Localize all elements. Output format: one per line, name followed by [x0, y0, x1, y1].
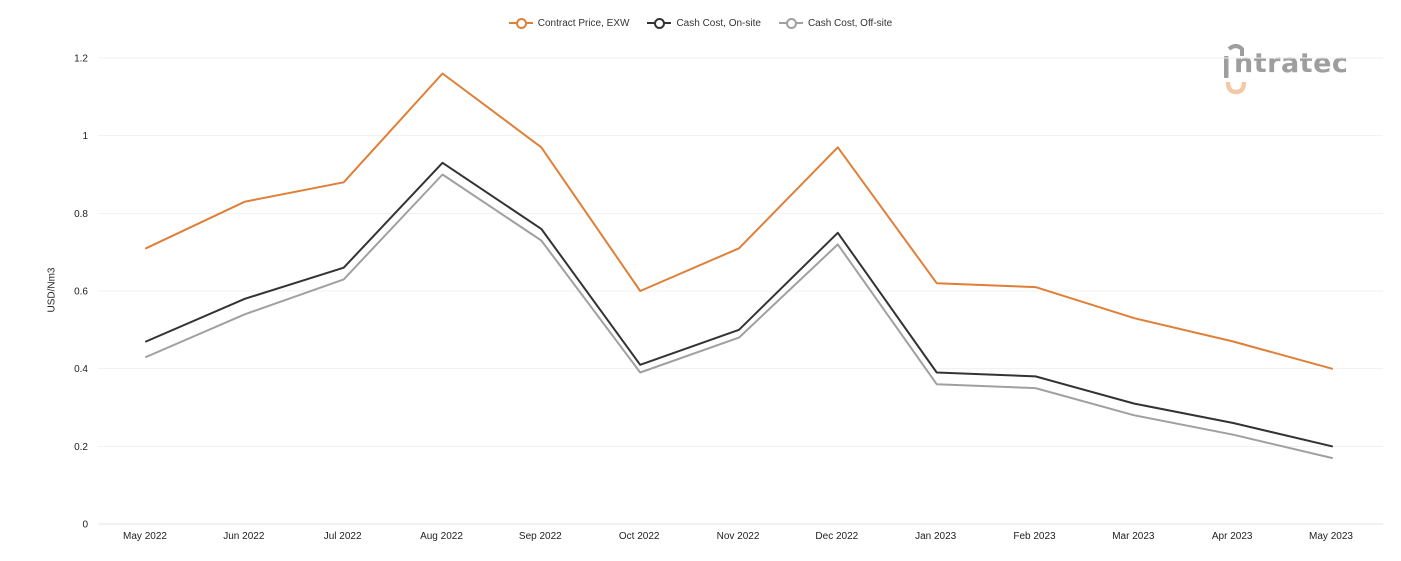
x-axis-ticks: May 2022 Jun 2022 Jul 2022 Aug 2022 Sep 2022… [123, 531, 1353, 542]
legend-swatch-cash-cost-off-site [778, 17, 803, 29]
y-tick-label: 0.4 [74, 364, 88, 375]
legend-swatch-cash-cost-on-site [647, 17, 672, 29]
y-tick-label: 0.8 [74, 209, 88, 220]
x-tick-label: Jan 2023 [915, 531, 957, 542]
series-lines [145, 72, 1333, 459]
x-tick-label: Feb 2023 [1013, 531, 1056, 542]
chart-legend: Contract Price, EXW Cash Cost, On-site C… [0, 17, 1401, 29]
y-axis-ticks: 0 0.2 0.4 0.6 0.8 1 1.2 [74, 54, 88, 531]
intratec-logo-text: ntratec [1234, 48, 1349, 79]
legend-label-contract-price: Contract Price, EXW [537, 17, 630, 29]
x-tick-label: Oct 2022 [619, 531, 660, 542]
x-tick-label: Mar 2023 [1112, 531, 1155, 542]
x-tick-label: Nov 2022 [717, 531, 760, 542]
x-tick-label: May 2022 [123, 531, 167, 542]
x-tick-label: May 2023 [1309, 531, 1353, 542]
intratec-logo-mark-icon [1224, 44, 1247, 95]
x-tick-label: Jul 2022 [324, 531, 362, 542]
legend-swatch-contract-price [508, 17, 533, 29]
x-tick-label: Aug 2022 [420, 531, 463, 542]
series-line-2[interactable] [145, 173, 1333, 459]
legend-label-cash-cost-off-site: Cash Cost, Off-site [807, 17, 893, 29]
x-tick-label: Dec 2022 [815, 531, 858, 542]
y-tick-label: 1 [82, 131, 88, 142]
series-line-1[interactable] [145, 161, 1333, 448]
intratec-logo: ntratec [1220, 42, 1370, 98]
legend-label-cash-cost-on-site: Cash Cost, On-site [676, 17, 761, 29]
grid-lines [98, 57, 1383, 525]
y-tick-label: 1.2 [74, 54, 88, 65]
y-tick-label: 0 [82, 520, 88, 531]
series-line-0[interactable] [145, 72, 1333, 370]
legend-item-contract-price[interactable]: Contract Price, EXW [508, 17, 630, 29]
y-tick-label: 0.6 [74, 287, 88, 298]
legend-item-cash-cost-off-site[interactable]: Cash Cost, Off-site [778, 17, 893, 29]
x-tick-label: Sep 2022 [519, 531, 562, 542]
x-tick-label: Apr 2023 [1212, 531, 1253, 542]
y-tick-label: 0.2 [74, 442, 88, 453]
legend-item-cash-cost-on-site[interactable]: Cash Cost, On-site [647, 17, 761, 29]
x-tick-label: Jun 2022 [223, 531, 265, 542]
